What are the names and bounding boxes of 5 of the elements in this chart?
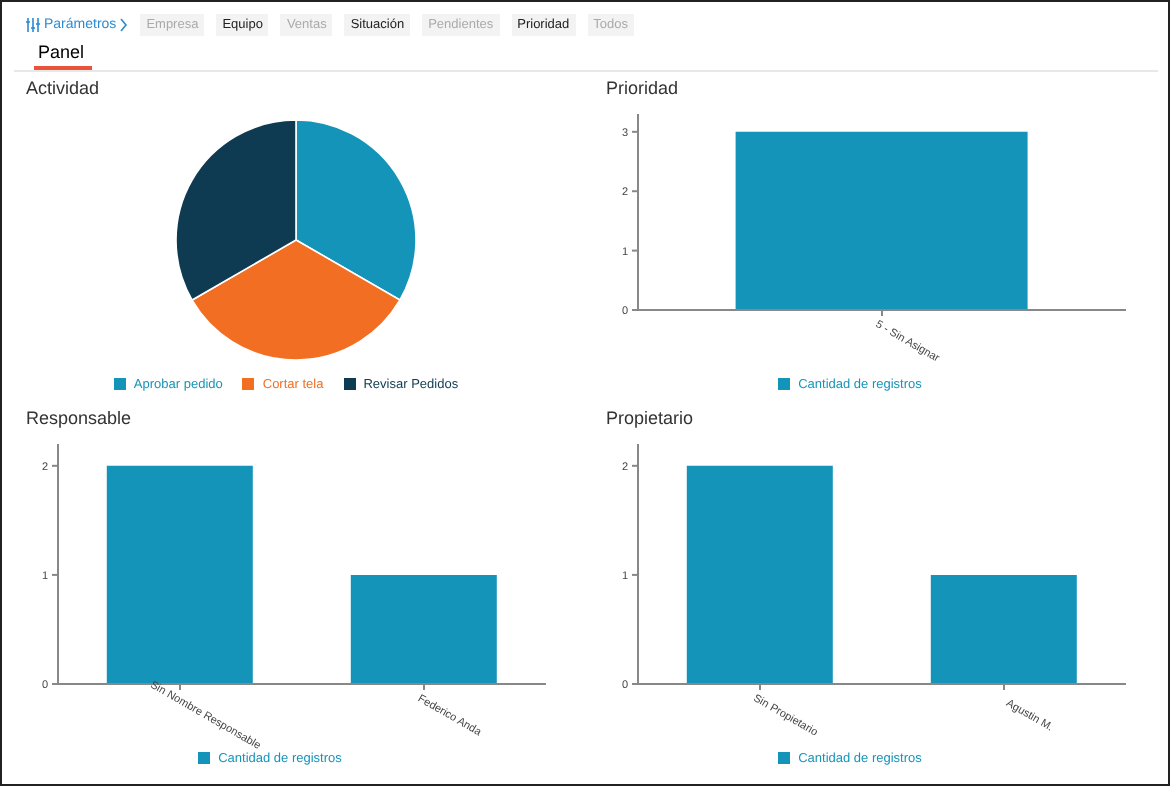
chart-title: Propietario — [604, 408, 696, 432]
chart-title: Prioridad — [604, 78, 681, 102]
text: Panel — [34, 42, 93, 70]
chart-title: Actividad — [24, 78, 102, 102]
chart-title: Responsable — [24, 408, 134, 432]
